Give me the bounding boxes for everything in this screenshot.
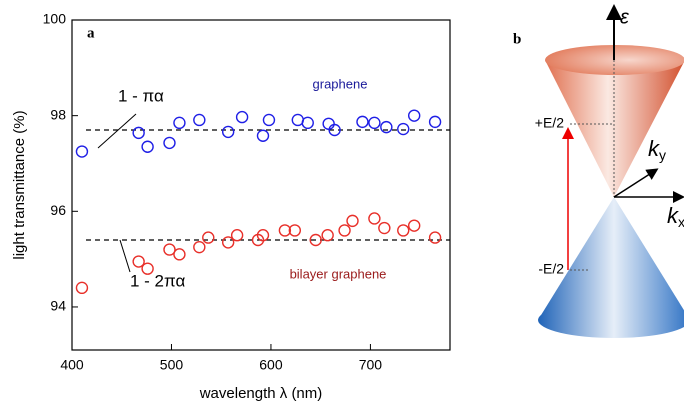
x-tick-label: 400 bbox=[60, 357, 84, 373]
point bbox=[75, 145, 89, 158]
ky-symbol: k bbox=[648, 136, 660, 161]
point bbox=[278, 224, 292, 237]
lower-level-label: -E/2 bbox=[538, 261, 564, 277]
point bbox=[368, 116, 381, 130]
plot-frame bbox=[71, 19, 451, 351]
point bbox=[163, 243, 176, 256]
ky-label: ky bbox=[648, 136, 666, 163]
ky-arrow bbox=[613, 168, 659, 198]
kx-symbol: k bbox=[667, 203, 679, 228]
point bbox=[321, 229, 334, 242]
panel-label: a bbox=[87, 25, 95, 41]
point bbox=[328, 123, 341, 137]
point bbox=[235, 110, 249, 124]
x-tick-label: 600 bbox=[259, 357, 283, 373]
point bbox=[356, 115, 369, 129]
kx-label: kx bbox=[667, 203, 684, 230]
reference-label: 1 - πα bbox=[118, 86, 164, 105]
point bbox=[256, 129, 270, 142]
upper-level-label: +E/2 bbox=[535, 115, 564, 131]
series-label: bilayer graphene bbox=[290, 266, 387, 281]
x-axis-label: wavelength λ (nm) bbox=[199, 385, 323, 402]
ky-subscript: y bbox=[659, 147, 666, 163]
point bbox=[256, 229, 270, 242]
leader bbox=[119, 239, 131, 273]
point bbox=[141, 140, 154, 153]
point bbox=[173, 248, 186, 261]
y-tick-label: 94 bbox=[50, 298, 66, 314]
y-tick-label: 100 bbox=[43, 11, 67, 27]
point bbox=[407, 219, 421, 232]
panel-label: b bbox=[513, 31, 521, 47]
leader bbox=[97, 113, 137, 149]
point bbox=[397, 224, 410, 237]
point bbox=[132, 255, 145, 268]
point bbox=[193, 113, 206, 127]
point bbox=[301, 116, 314, 130]
energy-label: ε bbox=[620, 6, 630, 28]
point bbox=[368, 212, 381, 225]
point bbox=[262, 113, 276, 127]
point bbox=[407, 109, 421, 122]
x-tick-label: 700 bbox=[359, 357, 383, 373]
y-tick-label: 98 bbox=[50, 106, 66, 122]
point bbox=[202, 231, 215, 244]
point bbox=[338, 224, 351, 237]
point bbox=[163, 136, 176, 150]
point bbox=[428, 115, 442, 129]
point bbox=[193, 240, 206, 254]
reference-label: 1 - 2πα bbox=[130, 271, 186, 290]
kx-subscript: x bbox=[678, 214, 684, 230]
point bbox=[346, 214, 359, 228]
point bbox=[288, 224, 302, 237]
point bbox=[221, 236, 235, 249]
lower-cone-bottom bbox=[538, 302, 684, 338]
point bbox=[309, 233, 322, 247]
point bbox=[141, 262, 154, 275]
point bbox=[132, 126, 145, 140]
point bbox=[173, 116, 186, 130]
point bbox=[75, 281, 89, 295]
cone-diagram: b ε +E/2 -E/2 ky kx bbox=[513, 4, 684, 338]
lower-cone bbox=[538, 197, 684, 320]
series-label: graphene bbox=[313, 76, 368, 91]
y-axis-label: light transmittance (%) bbox=[11, 110, 28, 259]
y-tick-label: 96 bbox=[50, 202, 66, 218]
point bbox=[322, 117, 335, 130]
point bbox=[397, 122, 410, 136]
point bbox=[378, 221, 391, 235]
x-tick-label: 500 bbox=[160, 357, 184, 373]
point bbox=[230, 229, 244, 242]
point bbox=[428, 231, 442, 244]
point bbox=[380, 120, 393, 134]
point bbox=[221, 125, 235, 139]
